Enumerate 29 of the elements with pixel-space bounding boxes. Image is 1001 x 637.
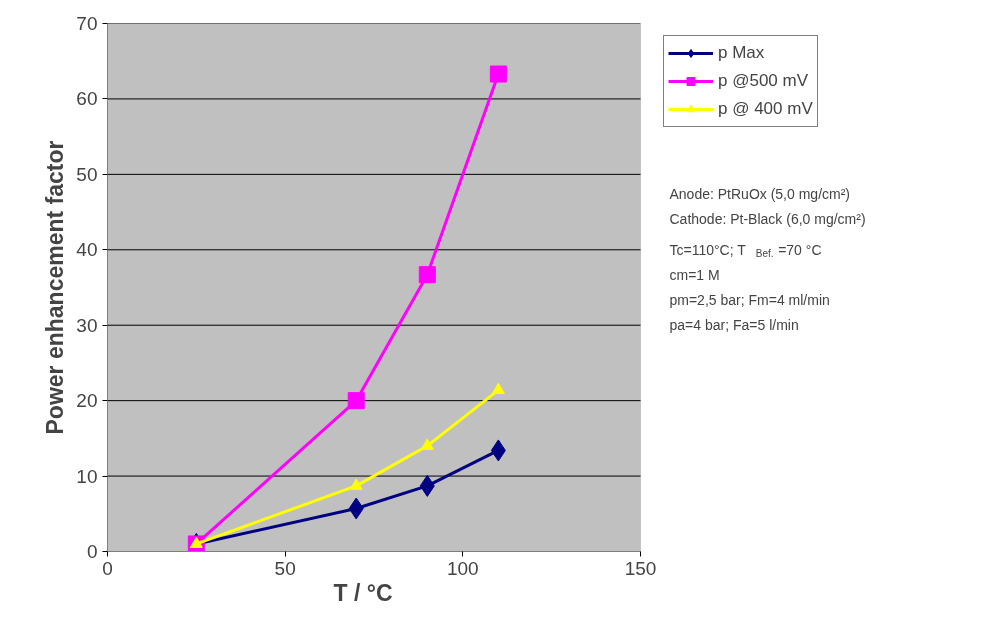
y-axis-title: Power enhancement factor: [42, 140, 69, 435]
y-tick-label: 40: [76, 239, 98, 261]
x-tick-label: 50: [274, 557, 296, 579]
text: pa=4 bar; Fa=5 l/min: [669, 316, 799, 333]
point: [418, 266, 436, 284]
x-tick-label: 150: [624, 557, 657, 579]
text: cm=1 M: [669, 266, 720, 283]
x-tick-label: 100: [446, 557, 479, 579]
point: [491, 382, 505, 395]
text: pm=2,5 bar; Fm=4 ml/min: [669, 291, 830, 308]
y-tick-label: 10: [76, 465, 98, 487]
y-tick-label: 50: [76, 163, 98, 185]
legend-label: p Max: [718, 42, 765, 64]
y-tick-label: 70: [76, 13, 98, 34]
point: [189, 536, 203, 548]
legend-label: p @ 400 mV: [718, 98, 813, 120]
y-tick-label: 0: [86, 541, 98, 562]
point: [489, 65, 507, 83]
text: Anode: PtRuOx (5,0 mg/cm²): [669, 185, 851, 202]
y-tick-label: 30: [76, 314, 98, 336]
x-axis-title: T / °C: [333, 579, 393, 606]
text: Cathode: Pt-Black (6,0 mg/cm²): [669, 210, 866, 227]
y-tick-label: 20: [76, 390, 98, 412]
point: [347, 392, 365, 410]
point: [349, 478, 363, 490]
legend-label: p @500 mV: [718, 70, 809, 92]
y-tick-label: 60: [76, 88, 98, 110]
point: [420, 438, 434, 450]
x-tick-label: 0: [102, 557, 113, 579]
